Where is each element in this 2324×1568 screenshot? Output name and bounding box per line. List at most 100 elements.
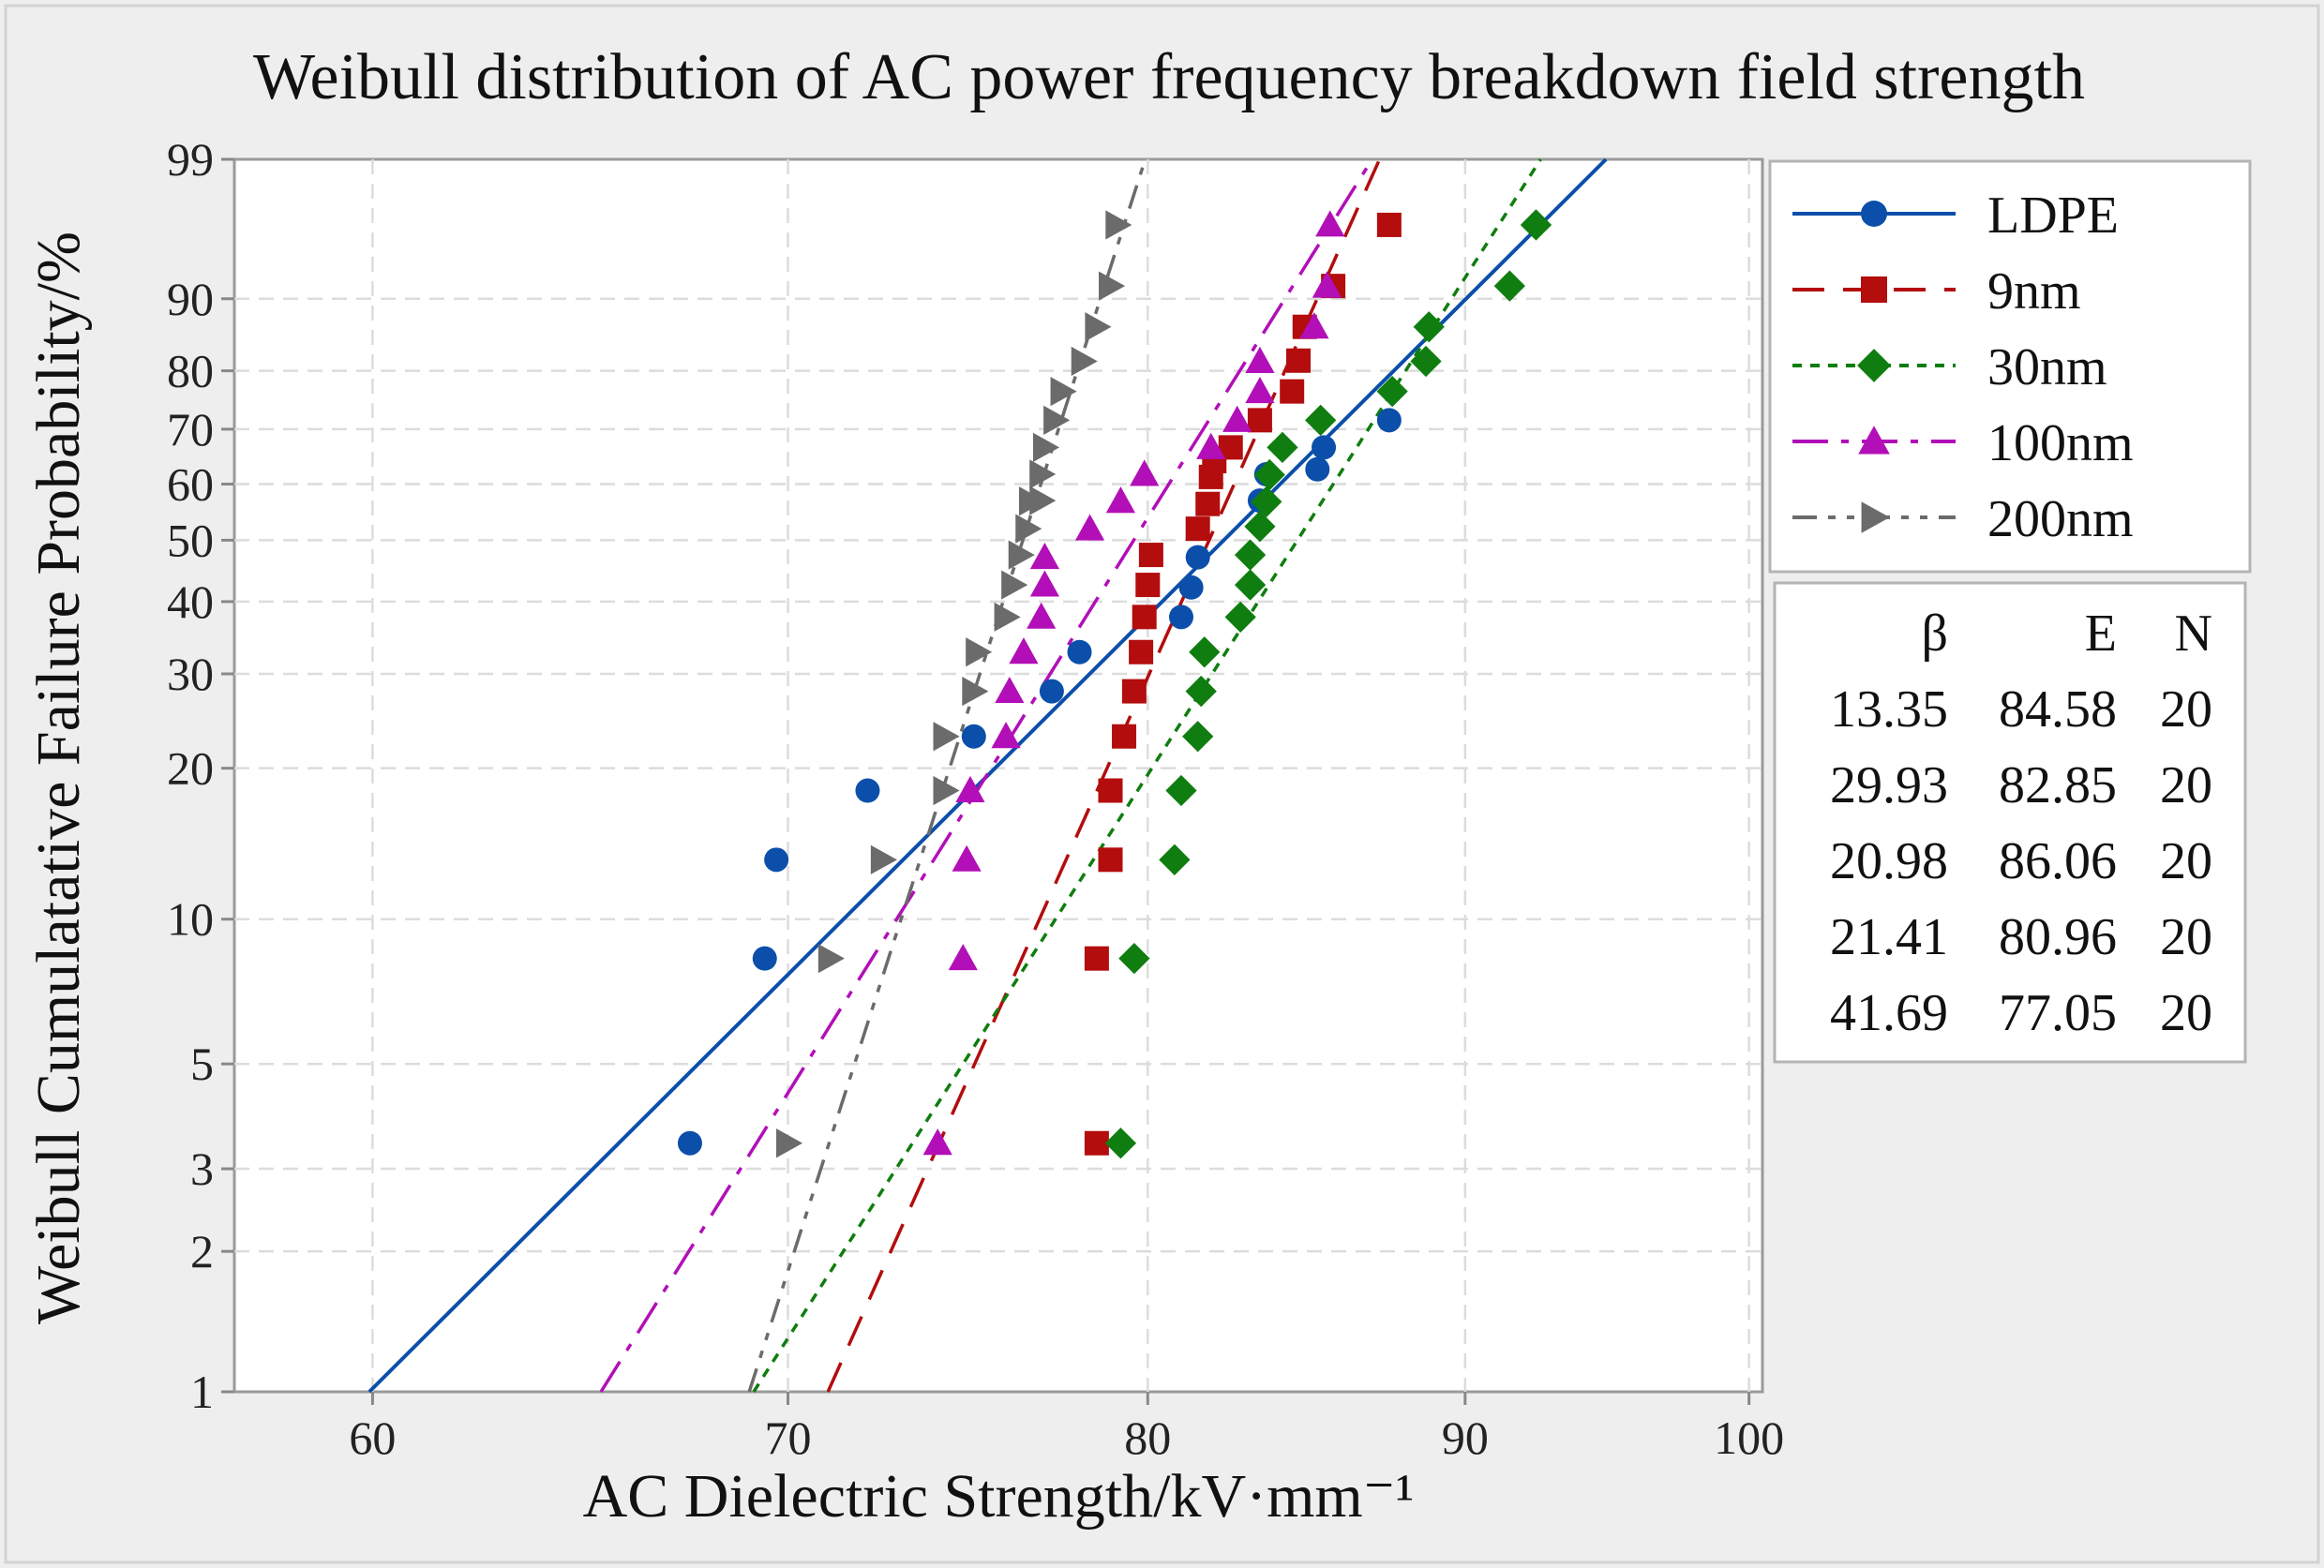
marker-triangle-up [955, 775, 985, 802]
marker-triangle-up [952, 844, 982, 872]
marker-square [1084, 946, 1109, 971]
marker-diamond [1159, 844, 1191, 875]
marker-triangle-right [1029, 485, 1057, 515]
marker-circle [961, 724, 986, 749]
marker-triangle-up [1858, 426, 1890, 455]
marker-square [1138, 543, 1163, 568]
marker-square [1861, 276, 1887, 303]
y-tick-label: 60 [167, 458, 214, 511]
plot-area [232, 157, 1764, 1394]
marker-circle [1185, 545, 1210, 570]
x-tick-label: 70 [764, 1411, 811, 1464]
stats-cell: 84.58 [1999, 680, 2117, 739]
x-tick-label: 90 [1442, 1411, 1489, 1464]
y-tick-label: 70 [167, 403, 214, 455]
marker-triangle-right [1008, 540, 1035, 570]
marker-triangle-right [1099, 271, 1126, 301]
marker-triangle-right [817, 944, 845, 974]
x-axis-label: AC Dielectric Strength/kV·mm⁻¹ [583, 1462, 1415, 1531]
y-tick-label: 5 [190, 1038, 214, 1090]
stats-cell: 29.93 [1830, 756, 1948, 814]
x-tick-label: 100 [1714, 1411, 1784, 1464]
y-tick-label: 20 [167, 742, 214, 795]
legend-label-30nm: 30nm [1987, 338, 2107, 396]
marker-circle [855, 778, 880, 803]
marker-triangle-up [1009, 637, 1039, 665]
marker-triangle-right [776, 1128, 803, 1158]
marker-triangle-right [1001, 570, 1028, 600]
marker-square [1129, 639, 1154, 665]
marker-triangle-right [1029, 459, 1057, 489]
stats-cell: 21.41 [1830, 908, 1948, 966]
marker-square [1098, 847, 1123, 873]
marker-triangle-up [1027, 602, 1057, 629]
legend-label-ldpe: LDPE [1987, 187, 2119, 245]
series-9nm-points [1084, 212, 1402, 1156]
marker-diamond [1118, 943, 1150, 975]
legend-entries: LDPE 9nm 30nm 100nm 200nm [1792, 187, 2134, 548]
marker-square [1084, 1130, 1109, 1156]
marker-triangle-up [948, 944, 978, 971]
marker-triangle-right [870, 844, 897, 874]
marker-diamond [1244, 511, 1276, 543]
marker-square [1132, 605, 1157, 630]
legend-label-200nm: 200nm [1987, 490, 2134, 548]
marker-triangle-right [966, 637, 993, 667]
marker-triangle-right [1085, 312, 1112, 342]
marker-diamond [1493, 270, 1525, 302]
marker-diamond [1189, 636, 1221, 668]
stats-table-box [1773, 581, 2247, 1064]
marker-triangle-right [962, 676, 989, 707]
marker-square [1185, 516, 1210, 542]
y-tick-label: 3 [190, 1142, 214, 1195]
marker-triangle-up [1222, 405, 1252, 432]
marker-diamond [1224, 601, 1256, 633]
marker-diamond [1305, 404, 1337, 436]
y-tick-label: 30 [167, 648, 214, 700]
marker-circle [1039, 679, 1064, 704]
marker-diamond [1413, 311, 1445, 343]
marker-triangle-up [1245, 377, 1275, 404]
legend-label-100nm: 100nm [1987, 414, 2134, 472]
marker-diamond [1165, 774, 1197, 807]
marker-triangle-up [991, 722, 1021, 749]
marker-diamond [1253, 458, 1285, 491]
fit-line-30nm [752, 158, 1542, 1393]
stats-cell: 20 [2160, 756, 2212, 814]
marker-triangle-up [1029, 570, 1060, 597]
legend-label-9nm: 9nm [1987, 262, 2081, 321]
marker-square [1112, 724, 1137, 749]
marker-triangle-up [1245, 346, 1275, 373]
marker-triangle-up [1029, 543, 1060, 570]
x-tick-label: 80 [1124, 1411, 1171, 1464]
marker-triangle-up [1315, 210, 1345, 237]
stats-header: β [1922, 605, 1949, 663]
y-axis-label: Weibull Cumulatative Failure Probability… [24, 231, 93, 1324]
marker-triangle-right [1105, 210, 1132, 240]
x-axis: 60 70 80 90 100 [349, 1392, 1784, 1464]
marker-circle [1312, 435, 1337, 460]
marker-square [1121, 679, 1147, 704]
y-tick-label: 99 [167, 133, 214, 186]
marker-circle [1861, 201, 1887, 227]
stats-cell: 20.98 [1830, 832, 1948, 890]
y-tick-label: 10 [167, 893, 214, 946]
marker-triangle-right [933, 775, 960, 806]
marker-circle [1178, 575, 1204, 600]
y-tick-label: 80 [167, 345, 214, 397]
marker-circle [752, 946, 777, 971]
series-30nm-points [1104, 209, 1552, 1159]
marker-diamond [1234, 539, 1267, 571]
marker-diamond [1251, 485, 1282, 517]
data-markers [677, 209, 1552, 1159]
marker-triangle-right [1861, 501, 1890, 533]
marker-circle [1305, 456, 1330, 482]
marker-diamond [1185, 675, 1217, 708]
figure-frame [4, 4, 2320, 1564]
stats-header: N [2175, 605, 2212, 663]
marker-circle [1067, 639, 1092, 665]
marker-triangle-up [1312, 271, 1342, 298]
series-100nm-points [922, 210, 1345, 1156]
